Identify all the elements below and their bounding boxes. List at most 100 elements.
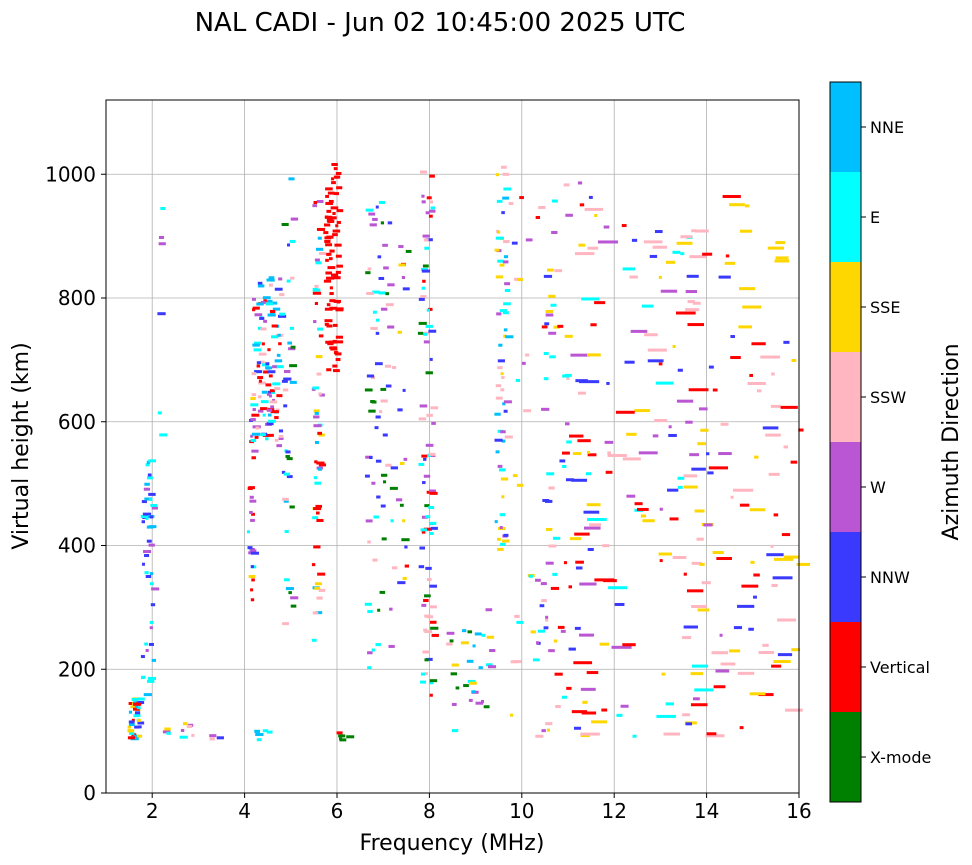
echo-mark [718, 275, 731, 279]
echo-mark [370, 400, 375, 404]
echo-mark [289, 505, 295, 509]
echo-mark [250, 438, 257, 442]
y-axis-ticks: 0 200 400 600 800 1000 [45, 162, 106, 805]
echo-mark [270, 405, 274, 409]
echo-mark [216, 736, 224, 740]
echo-mark [270, 390, 275, 394]
echo-mark [314, 481, 322, 485]
echo-mark [405, 249, 412, 253]
echo-mark [543, 274, 553, 278]
echo-mark [777, 618, 796, 622]
echo-mark [401, 276, 405, 280]
echo-mark [332, 233, 338, 237]
echo-mark [535, 578, 541, 582]
echo-mark [739, 229, 753, 233]
echo-mark [328, 252, 332, 256]
echo-mark [428, 452, 436, 456]
echo-mark [160, 207, 166, 211]
echo-mark [494, 248, 500, 252]
echo-mark [127, 725, 131, 729]
echo-mark [312, 516, 319, 520]
echo-mark [271, 335, 279, 339]
echo-mark [503, 334, 507, 338]
echo-mark [128, 720, 135, 724]
echo-mark [658, 362, 663, 366]
echo-mark [676, 311, 696, 315]
echo-mark [314, 586, 321, 590]
echo-mark [380, 504, 386, 508]
colorbar-tick-label: SSE [870, 298, 900, 317]
echo-mark [317, 431, 323, 435]
echo-mark [647, 359, 664, 363]
echo-mark [708, 365, 714, 369]
echo-mark [757, 389, 762, 393]
echo-mark [276, 387, 280, 391]
echo-mark [500, 372, 504, 376]
echo-mark [783, 445, 789, 449]
echo-mark [268, 374, 273, 378]
echo-mark [328, 257, 333, 261]
echo-mark [654, 419, 668, 423]
echo-mark [144, 482, 150, 486]
echo-mark [249, 511, 253, 515]
echo-mark [267, 370, 276, 374]
echo-mark [142, 512, 152, 516]
echo-mark [158, 242, 166, 246]
echo-mark [270, 410, 279, 414]
echo-mark [370, 376, 376, 380]
echo-mark [385, 384, 392, 388]
echo-mark [446, 642, 453, 646]
echo-mark [474, 632, 482, 636]
echo-mark [716, 557, 732, 561]
echo-mark [562, 465, 567, 469]
echo-mark [631, 238, 638, 242]
echo-mark [334, 352, 342, 356]
echo-mark [771, 372, 775, 376]
echo-mark [267, 348, 271, 352]
echo-mark [539, 604, 545, 608]
echo-mark [423, 474, 431, 478]
echo-mark [573, 661, 593, 665]
echo-mark [689, 255, 707, 259]
echo-mark [290, 276, 295, 280]
echo-mark [164, 727, 171, 731]
echo-mark [316, 199, 324, 203]
echo-mark [314, 258, 320, 262]
echo-mark [315, 247, 324, 251]
echo-mark [251, 297, 256, 301]
echo-mark [685, 290, 698, 294]
echo-mark [382, 243, 388, 247]
echo-mark [499, 263, 505, 267]
echo-mark [274, 287, 283, 291]
echo-mark [290, 596, 299, 600]
echo-mark [314, 460, 318, 464]
echo-mark [497, 366, 503, 370]
echo-mark [568, 585, 573, 589]
echo-mark [749, 373, 753, 377]
echo-mark [391, 566, 398, 570]
echo-mark [258, 381, 266, 385]
echo-mark [572, 452, 582, 456]
echo-mark [677, 485, 683, 489]
echo-mark [429, 209, 436, 213]
echo-mark [640, 514, 647, 518]
echo-mark [692, 301, 701, 305]
echo-mark [372, 558, 378, 562]
echo-mark [250, 397, 256, 401]
echo-mark [375, 643, 381, 647]
echo-mark [629, 275, 638, 279]
echo-mark [549, 355, 556, 359]
echo-mark [269, 309, 276, 313]
echo-mark [334, 243, 342, 247]
echo-mark [463, 684, 469, 688]
echo-mark [706, 452, 710, 456]
echo-mark [502, 196, 509, 200]
echo-mark [267, 413, 272, 417]
echo-mark [611, 645, 632, 649]
echo-mark [250, 518, 255, 522]
echo-mark [375, 459, 382, 463]
echo-mark [418, 417, 427, 421]
echo-mark [151, 587, 160, 591]
echo-mark [660, 289, 678, 293]
echo-mark [318, 433, 325, 437]
